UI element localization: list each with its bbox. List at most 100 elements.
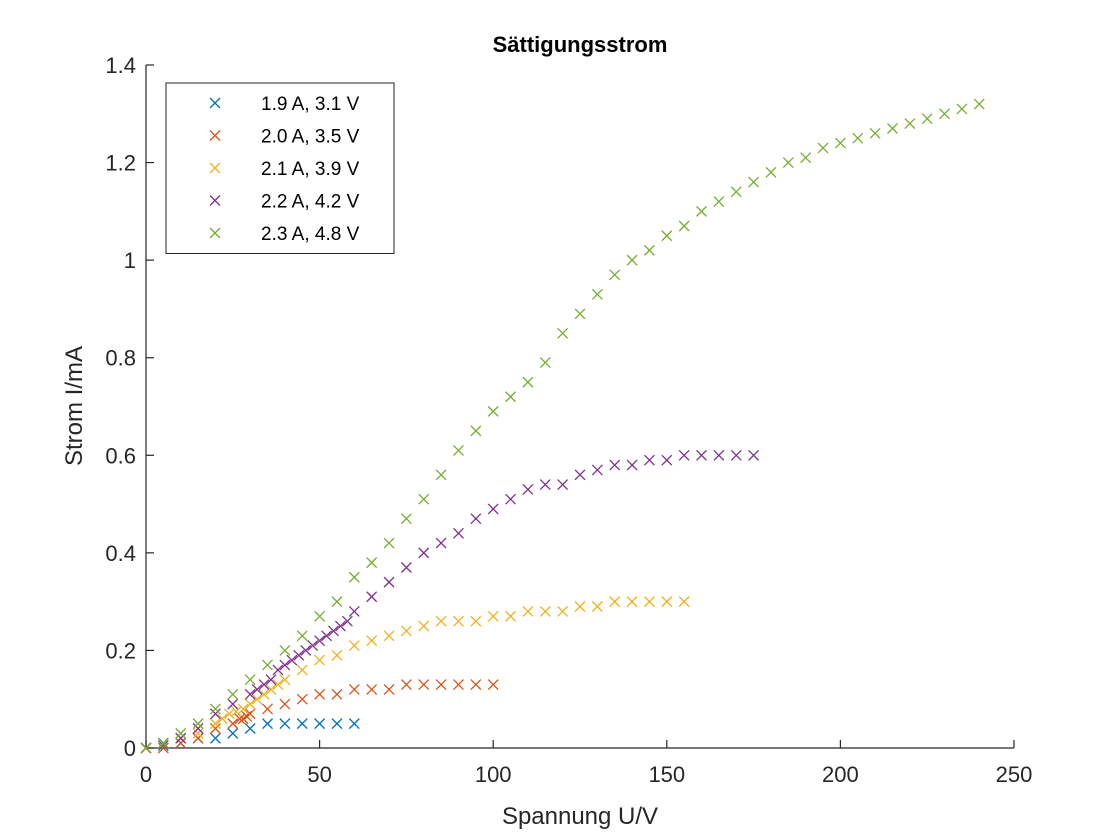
data-point bbox=[609, 459, 621, 471]
data-point bbox=[557, 327, 569, 339]
data-point bbox=[251, 693, 263, 705]
data-point bbox=[341, 615, 353, 627]
data-point bbox=[470, 615, 482, 627]
data-point bbox=[852, 132, 864, 144]
data-point bbox=[539, 357, 551, 369]
data-point bbox=[956, 103, 968, 115]
data-point bbox=[505, 610, 517, 622]
data-point bbox=[574, 308, 586, 320]
data-point bbox=[782, 157, 794, 169]
data-point bbox=[244, 688, 256, 700]
data-point bbox=[348, 683, 360, 695]
legend-item: 2.3 A, 4.8 V bbox=[209, 224, 360, 245]
data-point bbox=[609, 269, 621, 281]
data-point bbox=[904, 118, 916, 130]
data-point bbox=[331, 596, 343, 608]
legend-label: 2.0 A, 3.5 V bbox=[261, 127, 360, 148]
data-point bbox=[209, 708, 221, 720]
chart-title: Sättigungsstrom bbox=[493, 32, 668, 57]
data-point bbox=[272, 679, 284, 691]
data-point bbox=[435, 615, 447, 627]
data-point bbox=[175, 737, 187, 749]
data-point bbox=[453, 444, 464, 456]
data-point bbox=[244, 674, 256, 686]
data-point bbox=[209, 732, 221, 744]
legend-marker bbox=[209, 162, 221, 174]
data-point bbox=[234, 713, 246, 725]
data-point bbox=[626, 596, 638, 608]
data-point bbox=[522, 605, 534, 617]
data-point bbox=[418, 679, 430, 691]
data-point bbox=[296, 630, 308, 642]
x-tick-label: 250 bbox=[996, 762, 1033, 787]
data-point bbox=[643, 244, 655, 256]
data-point bbox=[939, 108, 951, 120]
data-point bbox=[678, 449, 690, 461]
data-point bbox=[696, 205, 707, 217]
data-point bbox=[505, 493, 517, 505]
data-point bbox=[661, 596, 673, 608]
data-point bbox=[366, 591, 378, 603]
legend-label: 2.3 A, 4.8 V bbox=[261, 224, 360, 245]
y-tick-label: 0 bbox=[124, 736, 136, 761]
data-point bbox=[244, 723, 256, 734]
legend-label: 2.2 A, 4.2 V bbox=[261, 192, 360, 213]
x-tick-label: 100 bbox=[475, 762, 512, 787]
data-point bbox=[383, 630, 395, 642]
legend-marker bbox=[209, 227, 221, 239]
data-point bbox=[661, 230, 673, 242]
data-point bbox=[227, 718, 239, 730]
data-point bbox=[366, 557, 378, 569]
data-point bbox=[817, 142, 829, 154]
data-point bbox=[157, 740, 169, 752]
data-point bbox=[887, 122, 898, 134]
data-point bbox=[237, 703, 249, 715]
y-tick-label: 1 bbox=[124, 248, 136, 273]
data-point bbox=[973, 98, 985, 110]
data-point bbox=[314, 688, 326, 700]
data-point bbox=[574, 469, 586, 481]
data-point bbox=[265, 674, 277, 686]
data-point bbox=[258, 688, 270, 700]
data-point bbox=[296, 664, 308, 676]
series-4 bbox=[140, 449, 760, 754]
data-point bbox=[522, 376, 534, 388]
data-point bbox=[314, 610, 326, 622]
legend-item: 2.2 A, 4.2 V bbox=[209, 192, 360, 213]
y-axis-label: Strom I/mA bbox=[61, 346, 88, 466]
x-axis-label: Spannung U/V bbox=[502, 803, 658, 830]
data-point bbox=[748, 176, 760, 188]
data-point bbox=[279, 698, 291, 710]
data-point bbox=[661, 454, 673, 466]
data-point bbox=[522, 483, 534, 495]
legend-item: 2.1 A, 3.9 V bbox=[209, 159, 360, 180]
data-point bbox=[286, 654, 298, 666]
data-point bbox=[307, 640, 319, 652]
data-point bbox=[262, 718, 273, 730]
data-point bbox=[505, 391, 517, 403]
legend-label: 1.9 A, 3.1 V bbox=[261, 94, 360, 115]
data-point bbox=[296, 693, 308, 705]
data-point bbox=[175, 732, 187, 744]
data-point bbox=[453, 615, 464, 627]
data-point bbox=[539, 479, 551, 491]
data-point bbox=[453, 527, 464, 539]
data-point bbox=[834, 137, 846, 149]
data-point bbox=[279, 659, 291, 671]
data-point bbox=[192, 723, 204, 734]
data-point bbox=[470, 679, 482, 691]
legend-label: 2.1 A, 3.9 V bbox=[261, 159, 360, 180]
data-point bbox=[223, 708, 235, 720]
data-point bbox=[748, 449, 760, 461]
data-point bbox=[314, 718, 326, 730]
data-point bbox=[730, 186, 742, 198]
data-point bbox=[418, 547, 430, 559]
data-point bbox=[539, 605, 551, 617]
data-point bbox=[730, 449, 742, 461]
legend-box bbox=[165, 82, 395, 254]
legend-marker bbox=[209, 97, 221, 109]
data-point bbox=[435, 537, 447, 549]
data-point bbox=[331, 718, 343, 730]
data-point bbox=[366, 635, 378, 647]
data-point bbox=[334, 620, 346, 632]
